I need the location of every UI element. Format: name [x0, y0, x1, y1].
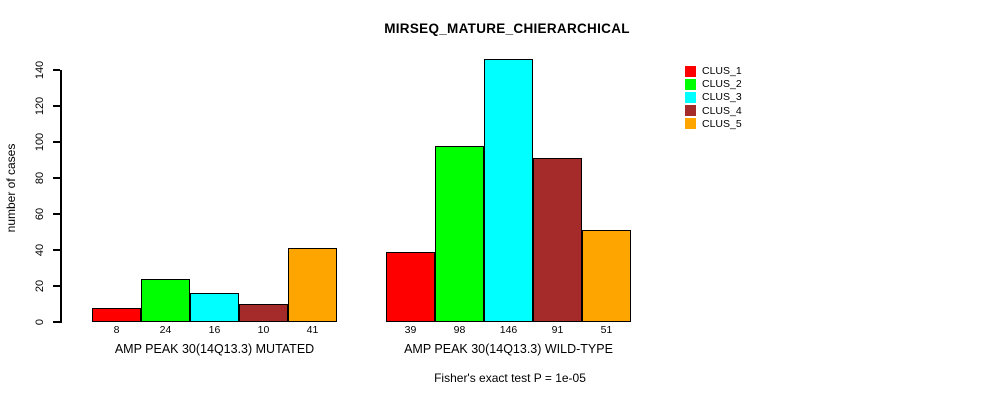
bar-value-label: 16	[208, 324, 221, 336]
legend-item: CLUS_3	[685, 91, 742, 103]
bar-value-label: 91	[551, 324, 564, 336]
bar-value-label: 98	[453, 324, 466, 336]
legend-item: CLUS_4	[685, 105, 742, 117]
legend-swatch	[685, 91, 696, 103]
bar-clus_2	[141, 278, 190, 322]
bar-value-label: 24	[159, 324, 172, 336]
y-axis-line	[60, 70, 62, 323]
bar-clus_1	[92, 307, 141, 322]
legend-label: CLUS_4	[702, 104, 742, 117]
legend-label: CLUS_1	[702, 65, 742, 77]
bar-value-label: 39	[404, 324, 417, 336]
y-axis-tick-label: 40	[34, 243, 46, 257]
legend-swatch	[685, 118, 696, 130]
y-axis-tick	[53, 321, 60, 323]
y-axis-tick	[53, 141, 60, 143]
bar-value-label: 10	[257, 324, 270, 336]
bar-clus_5	[582, 230, 631, 322]
bar-clus_1	[386, 251, 435, 322]
group-label: AMP PEAK 30(14Q13.3) MUTATED	[114, 342, 315, 356]
footnote-text: Fisher's exact test P = 1e-05	[434, 371, 586, 385]
legend-label: CLUS_3	[702, 91, 742, 104]
bar-value-label: 41	[306, 324, 319, 336]
y-axis-label: number of cases	[4, 143, 18, 233]
y-axis-tick	[53, 249, 60, 251]
bar-clus_2	[435, 145, 484, 322]
bar-clus_3	[190, 293, 239, 322]
bar-value-label: 51	[600, 324, 613, 336]
y-axis-tick-label: 80	[34, 171, 46, 185]
bar-clus_4	[533, 158, 582, 322]
chart-title: MIRSEQ_MATURE_CHIERARCHICAL	[384, 21, 630, 36]
bar-value-label: 146	[499, 324, 518, 336]
y-axis-tick-label: 100	[34, 132, 46, 152]
legend-label: CLUS_2	[702, 78, 742, 91]
bar-value-label: 8	[113, 324, 120, 336]
y-axis-tick-label: 60	[34, 207, 46, 221]
y-axis-tick-label: 140	[34, 60, 46, 80]
bar-clus_5	[288, 248, 337, 322]
y-axis-tick	[53, 69, 60, 71]
legend-swatch	[685, 78, 696, 90]
legend-swatch	[685, 105, 696, 117]
legend-swatch	[685, 65, 696, 77]
y-axis-tick-label: 120	[34, 96, 46, 116]
legend-item: CLUS_5	[685, 118, 742, 130]
y-axis-tick	[53, 213, 60, 215]
legend-item: CLUS_1	[685, 65, 742, 77]
y-axis-tick	[53, 285, 60, 287]
bar-clus_4	[239, 304, 288, 322]
y-axis-tick-label: 0	[34, 318, 46, 326]
group-label: AMP PEAK 30(14Q13.3) WILD-TYPE	[404, 342, 613, 356]
y-axis-tick	[53, 105, 60, 107]
legend-item: CLUS_2	[685, 78, 742, 90]
bar-clus_3	[484, 59, 533, 322]
y-axis-tick-label: 20	[34, 279, 46, 293]
legend-label: CLUS_5	[702, 117, 742, 130]
y-axis-tick	[53, 177, 60, 179]
